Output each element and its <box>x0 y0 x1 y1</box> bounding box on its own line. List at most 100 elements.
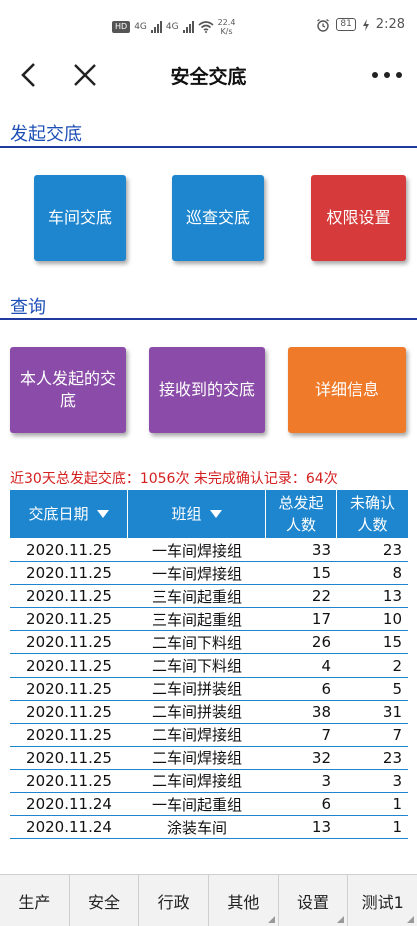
table-row[interactable]: 2020.11.25 二车间焊接组 32 23 <box>10 747 408 770</box>
cell-total: 17 <box>311 610 331 629</box>
cell-unconfirmed: 1 <box>392 818 402 837</box>
table-row[interactable]: 2020.11.24 涂装车间 13 1 <box>10 816 408 840</box>
cell-team: 三车间起重组 <box>151 610 242 629</box>
cell-unconfirmed: 23 <box>382 541 402 560</box>
cell-total: 7 <box>321 725 331 744</box>
summary-text: 近30天总发起交底：1056次 未完成确认记录：64次 <box>10 471 338 487</box>
cell-unconfirmed: 13 <box>382 587 402 606</box>
details-button[interactable]: 详细信息 <box>288 347 406 433</box>
cell-total: 3 <box>321 771 331 790</box>
cell-team: 二车间拼装组 <box>151 680 242 699</box>
header-date-label: 交底日期 <box>28 505 89 523</box>
cell-date: 2020.11.25 <box>26 610 112 629</box>
cell-date: 2020.11.24 <box>26 818 112 837</box>
workshop-briefing-button[interactable]: 车间交底 <box>34 175 126 261</box>
table-row[interactable]: 2020.11.24 一车间起重组 6 1 <box>10 793 408 817</box>
tab-label: 设置 <box>297 892 330 912</box>
cell-unconfirmed: 5 <box>392 679 402 698</box>
cell-team: 二车间焊接组 <box>151 749 242 768</box>
tab-admin[interactable]: 行政 <box>139 875 210 926</box>
header-team-label: 班组 <box>171 505 202 523</box>
status-right: 81 2:28 <box>316 17 405 32</box>
header-unconfirmed-line2: 人数 <box>357 516 388 534</box>
net-label-1: 4G <box>134 22 147 32</box>
cell-total: 6 <box>321 679 331 698</box>
cell-total: 4 <box>321 656 331 675</box>
cell-unconfirmed: 7 <box>392 725 402 744</box>
net-speed: 22.4 K/s <box>218 18 236 36</box>
cell-team: 一车间起重组 <box>151 795 242 814</box>
table-row[interactable]: 2020.11.25 二车间焊接组 3 3 <box>10 770 408 794</box>
cell-date: 2020.11.25 <box>26 587 112 606</box>
cell-date: 2020.11.25 <box>26 748 112 767</box>
tab-safety[interactable]: 安全 <box>70 875 140 926</box>
net-speed-unit: K/s <box>220 27 233 36</box>
tab-label: 行政 <box>157 892 190 912</box>
tab-settings[interactable]: 设置 <box>279 875 349 926</box>
signal-icon-2 <box>182 21 194 33</box>
permission-settings-button[interactable]: 权限设置 <box>311 175 406 261</box>
battery-icon: 81 <box>336 18 356 31</box>
tab-label: 生产 <box>18 892 51 912</box>
table-row[interactable]: 2020.11.25 二车间下料组 26 15 <box>10 631 408 655</box>
cell-date: 2020.11.25 <box>26 702 112 721</box>
patrol-briefing-button[interactable]: 巡查交底 <box>172 175 264 261</box>
cell-date: 2020.11.25 <box>26 771 112 790</box>
table-body: 2020.11.25 一车间焊接组 33 23 2020.11.25 一车间焊接组 15 8… <box>10 539 408 840</box>
net-speed-value: 22.4 <box>217 18 236 27</box>
cell-unconfirmed: 23 <box>382 748 402 767</box>
cell-total: 38 <box>311 702 331 721</box>
cell-team: 涂装车间 <box>166 818 227 837</box>
submenu-corner-icon <box>267 916 275 923</box>
table-row[interactable]: 2020.11.25 二车间焊接组 7 7 <box>10 724 408 747</box>
cell-team: 二车间下料组 <box>151 633 242 652</box>
cell-total: 22 <box>311 587 331 606</box>
tab-label: 安全 <box>88 892 121 912</box>
charging-icon <box>362 18 369 31</box>
table-row[interactable]: 2020.11.25 二车间拼装组 6 5 <box>10 678 408 701</box>
cell-total: 26 <box>311 633 331 652</box>
tab-test1[interactable]: 测试1 <box>348 875 417 926</box>
tab-other[interactable]: 其他 <box>209 875 279 926</box>
cell-unconfirmed: 2 <box>392 656 402 675</box>
table-row[interactable]: 2020.11.25 二车间下料组 4 2 <box>10 654 408 678</box>
hd-badge: HD <box>112 21 131 33</box>
bottom-tab-bar: 生产 安全 行政 其他 设置 测试1 <box>0 874 417 926</box>
tab-production[interactable]: 生产 <box>0 875 70 926</box>
net-label-2: 4G <box>165 22 179 32</box>
cell-total: 13 <box>311 818 331 837</box>
header-unconfirmed-line1: 未确认 <box>349 494 395 512</box>
table-header: 交底日期 班组 总发起 人数 未确认 人数 <box>10 490 408 538</box>
cell-unconfirmed: 3 <box>392 771 402 790</box>
cell-date: 2020.11.25 <box>26 725 112 744</box>
tab-label: 其他 <box>227 892 260 912</box>
cell-team: 二车间焊接组 <box>151 726 242 745</box>
cell-unconfirmed: 10 <box>382 610 402 629</box>
header-date[interactable]: 交底日期 <box>10 490 128 538</box>
received-briefings-button[interactable]: 接收到的交底 <box>149 347 265 433</box>
table-row[interactable]: 2020.11.25 三车间起重组 17 10 <box>10 608 408 632</box>
close-icon[interactable] <box>70 60 100 90</box>
status-bar: HD 4G 4G 22.4 K/s 81 2:28 <box>0 0 417 48</box>
header-total-line2: 人数 <box>285 516 316 534</box>
header-unconfirmed: 未确认 人数 <box>337 490 408 538</box>
table-row[interactable]: 2020.11.25 三车间起重组 22 13 <box>10 585 408 609</box>
back-arrow-icon[interactable] <box>14 60 44 90</box>
table-row[interactable]: 2020.11.25 一车间焊接组 15 8 <box>10 562 408 586</box>
my-briefings-button[interactable]: 本人发起的交底 <box>10 347 126 433</box>
cell-team: 三车间起重组 <box>151 587 242 606</box>
cell-date: 2020.11.25 <box>26 679 112 698</box>
cell-unconfirmed: 1 <box>392 795 402 814</box>
dropdown-triangle-icon <box>209 510 222 518</box>
cell-team: 二车间拼装组 <box>151 703 242 722</box>
cell-total: 15 <box>311 564 331 583</box>
cell-total: 32 <box>311 748 331 767</box>
cell-total: 33 <box>311 541 331 560</box>
submenu-corner-icon <box>337 916 345 923</box>
table-row[interactable]: 2020.11.25 二车间拼装组 38 31 <box>10 701 408 724</box>
dropdown-triangle-icon <box>96 510 109 518</box>
header-team[interactable]: 班组 <box>128 490 266 538</box>
more-icon[interactable] <box>369 64 405 86</box>
table-row[interactable]: 2020.11.25 一车间焊接组 33 23 <box>10 539 408 563</box>
alarm-icon <box>317 18 330 32</box>
